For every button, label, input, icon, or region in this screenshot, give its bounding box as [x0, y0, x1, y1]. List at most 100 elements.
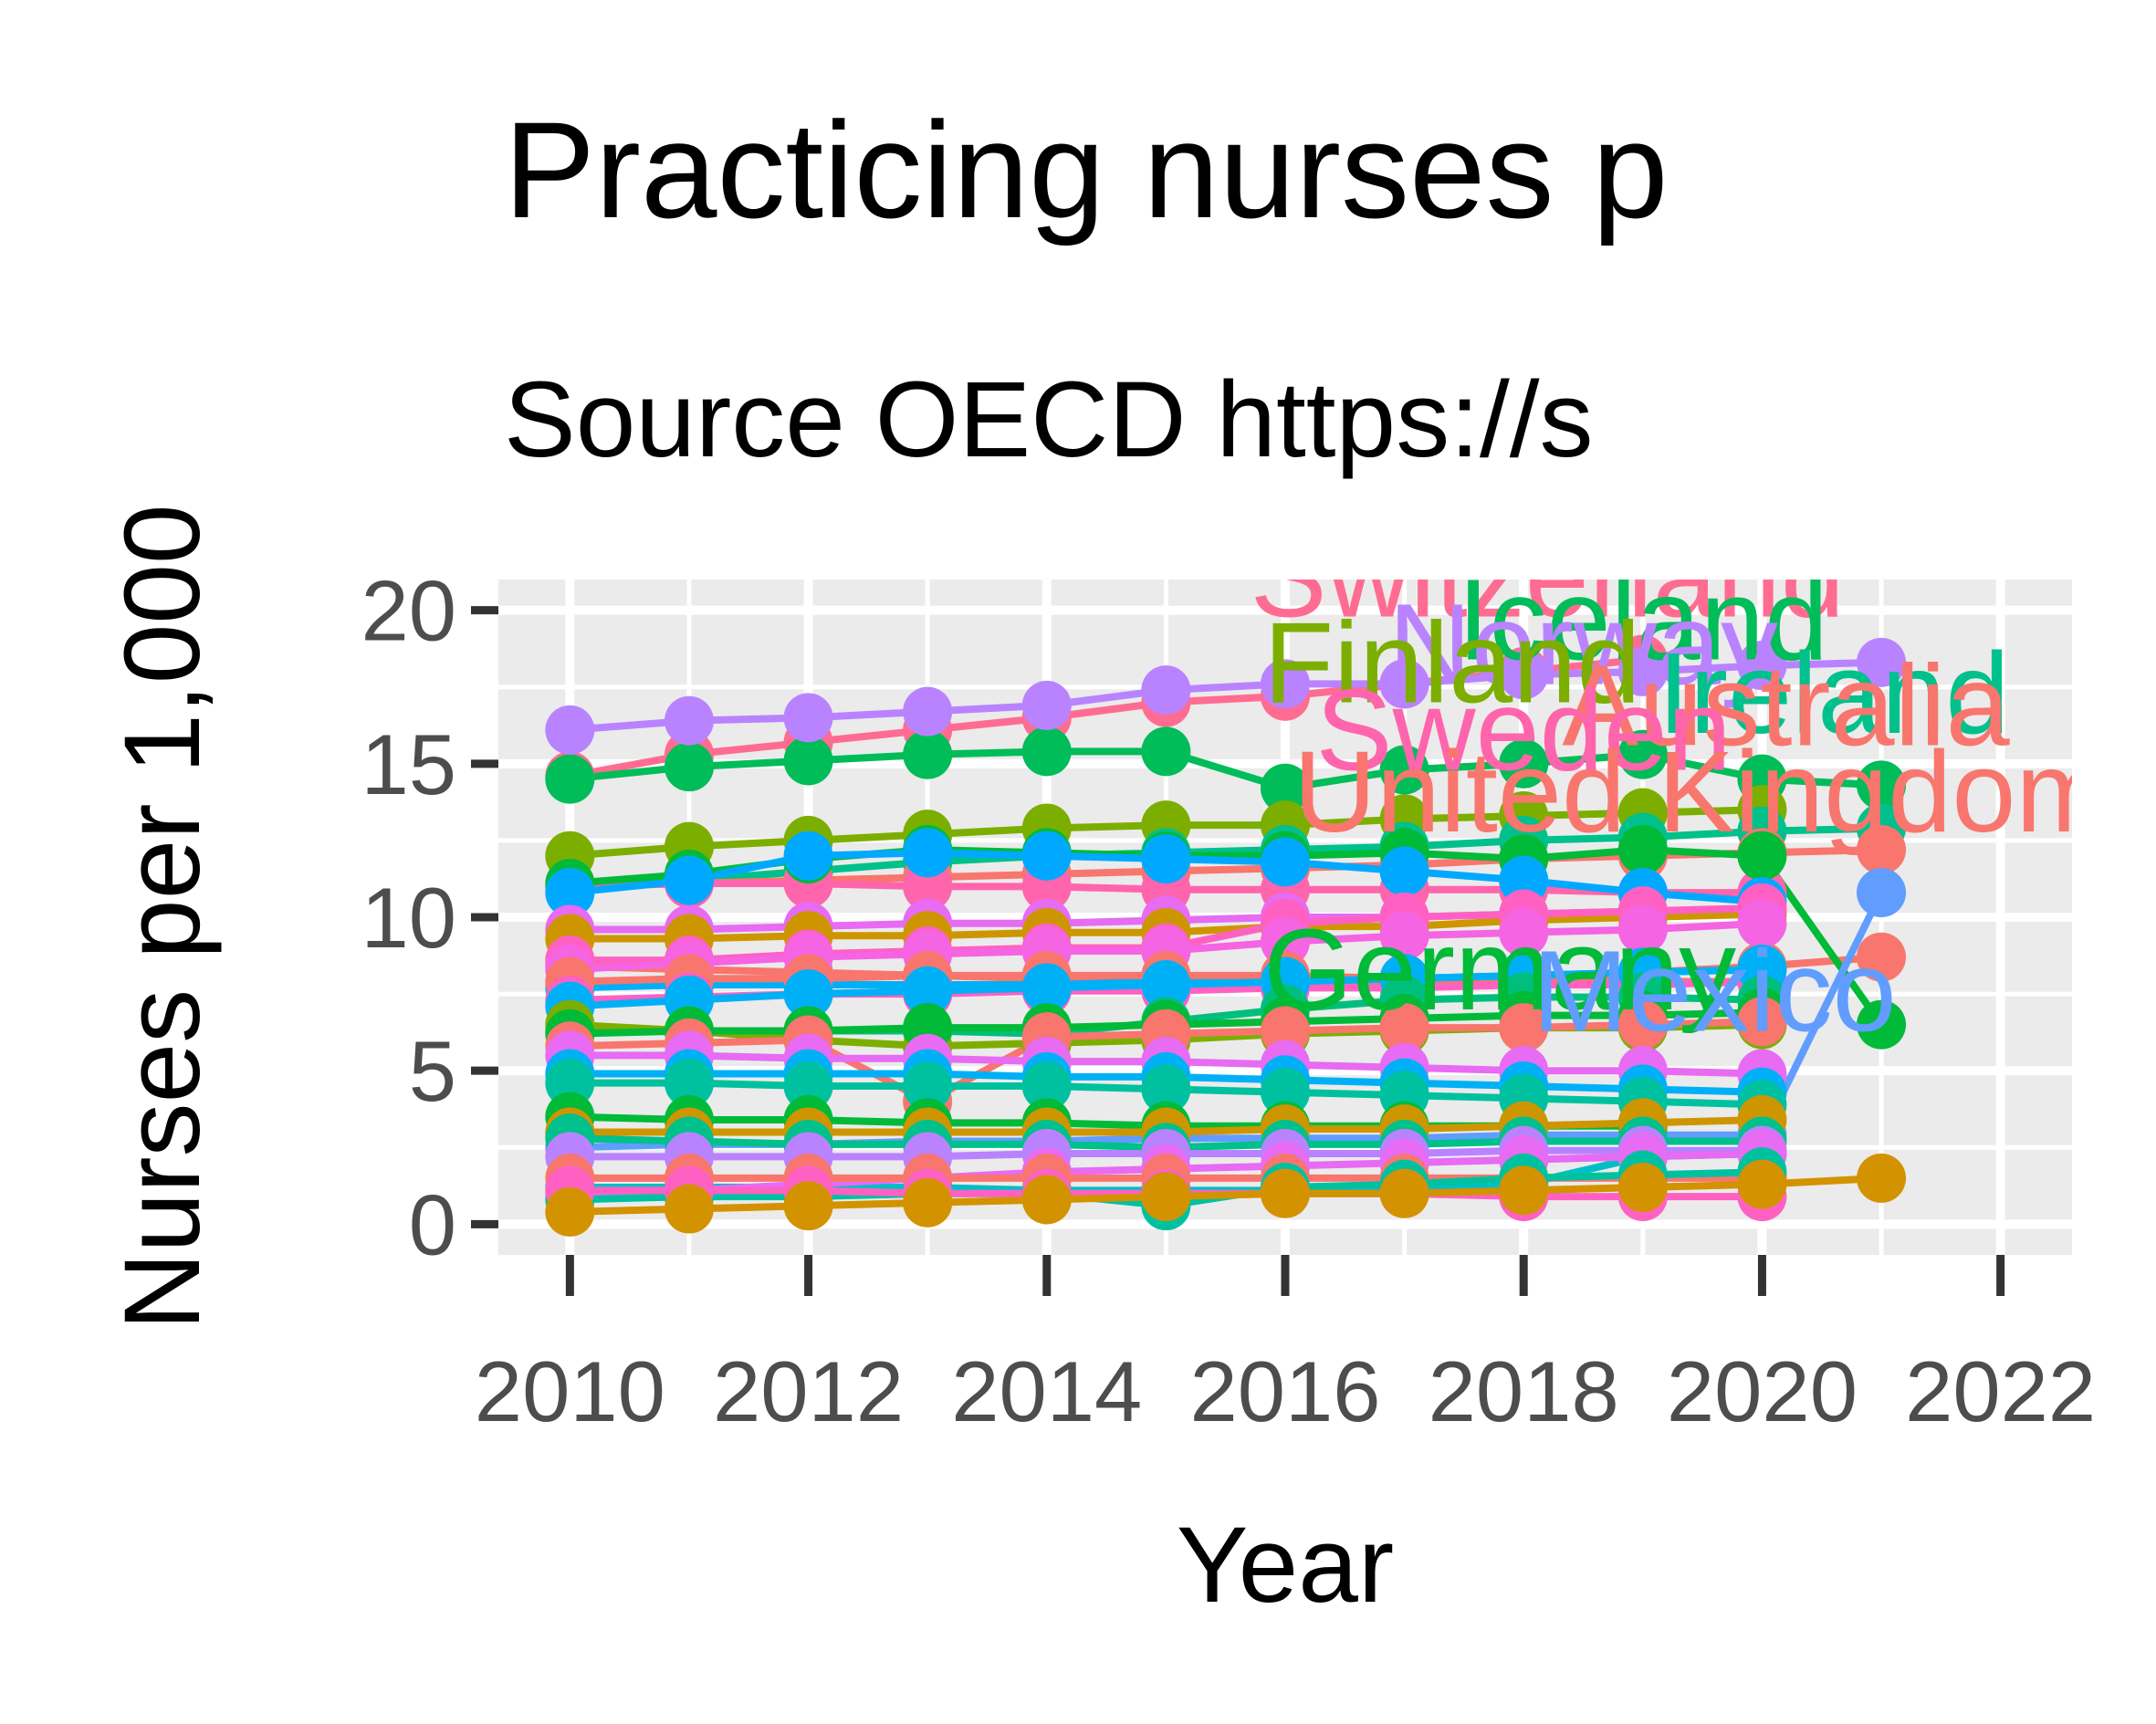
- data-point: [1499, 855, 1549, 905]
- data-point: [1261, 1168, 1310, 1218]
- data-point: [1141, 1064, 1191, 1114]
- data-point: [903, 862, 953, 912]
- x-axis: 2010 2012 2014 2016 2018 2020 2022: [475, 1255, 2096, 1439]
- data-point: [903, 1061, 953, 1111]
- data-point: [664, 1184, 714, 1234]
- y-tick-label: 0: [409, 1176, 456, 1272]
- data-point: [903, 1177, 953, 1228]
- chart-title: Practicing nurses p: [504, 93, 1669, 246]
- data-point: [1499, 650, 1549, 700]
- data-point: [664, 1058, 714, 1108]
- data-point: [783, 1061, 833, 1111]
- data-point: [1617, 1163, 1668, 1212]
- series-name-label: Finland: [1263, 599, 1640, 727]
- series-name-label: Iceland: [1458, 555, 1828, 684]
- data-point: [1379, 1003, 1429, 1053]
- data-point: [1379, 659, 1429, 709]
- data-point: [664, 855, 714, 905]
- data-point: [1857, 868, 1907, 918]
- data-point: [1021, 1061, 1072, 1111]
- data-point: [783, 1181, 833, 1231]
- series-name-label: Australia: [1562, 642, 2010, 770]
- data-point: [1261, 659, 1310, 709]
- series-name-label: Ireland: [1658, 629, 2009, 758]
- data-point: [783, 736, 833, 786]
- x-tick-label: 2014: [951, 1343, 1142, 1439]
- data-point: [1617, 646, 1668, 696]
- data-point: [1617, 999, 1668, 1050]
- data-point: [1261, 763, 1310, 813]
- data-point: [783, 969, 833, 1019]
- data-point: [1021, 726, 1072, 777]
- data-point: [545, 1186, 595, 1237]
- data-point: [903, 729, 953, 779]
- series-name-label: Mexico: [1533, 926, 1897, 1055]
- data-point: [1857, 999, 1907, 1050]
- series-name-label: Germany: [1263, 905, 1736, 1034]
- data-point: [1379, 1168, 1429, 1218]
- data-point: [545, 705, 595, 755]
- data-point: [1857, 825, 1907, 874]
- data-point: [1379, 745, 1429, 795]
- data-point: [903, 828, 953, 878]
- data-point: [545, 754, 595, 804]
- data-point: [545, 1058, 595, 1108]
- y-axis: 0 5 10 15 20: [361, 563, 498, 1272]
- data-point: [664, 742, 714, 792]
- data-point: [1617, 825, 1668, 874]
- data-point: [1857, 637, 1907, 687]
- x-tick-label: 2016: [1189, 1343, 1380, 1439]
- data-point: [1141, 1172, 1191, 1222]
- data-point: [1379, 911, 1429, 961]
- data-point: [1737, 898, 1787, 948]
- data-point: [783, 831, 833, 881]
- data-point: [1379, 846, 1429, 896]
- x-axis-title: Year: [1177, 1505, 1394, 1625]
- data-point: [1499, 907, 1549, 957]
- series-name-label: Norway: [1388, 580, 1778, 708]
- data-point: [1617, 729, 1668, 779]
- data-point: [1499, 1003, 1549, 1053]
- data-point: [1261, 1006, 1310, 1056]
- data-point: [1737, 997, 1787, 1047]
- data-point: [1857, 932, 1907, 982]
- data-point: [1141, 960, 1191, 1009]
- data-point: [1737, 641, 1787, 691]
- data-point: [1857, 760, 1907, 810]
- data-point: [1261, 837, 1310, 887]
- data-point: [1261, 916, 1310, 966]
- y-tick-label: 15: [361, 716, 456, 812]
- data-point: [1737, 831, 1787, 881]
- chart-subtitle: Source OECD https://s: [504, 360, 1594, 480]
- data-point: [903, 966, 953, 1016]
- data-point: [1499, 738, 1549, 789]
- data-point: [1499, 1165, 1549, 1216]
- data-point: [783, 693, 833, 743]
- y-tick-label: 10: [361, 870, 456, 966]
- y-tick-label: 5: [409, 1023, 456, 1119]
- data-point: [1141, 665, 1191, 716]
- data-point: [664, 695, 714, 746]
- data-point: [1021, 1175, 1072, 1225]
- x-tick-label: 2022: [1905, 1343, 2096, 1439]
- series-name-label: Sweden: [1316, 666, 1732, 795]
- data-point: [903, 686, 953, 737]
- data-point: [545, 868, 595, 918]
- data-point: [1141, 726, 1191, 777]
- x-tick-label: 2020: [1667, 1343, 1858, 1439]
- data-point: [1617, 904, 1668, 955]
- x-tick-label: 2010: [475, 1343, 665, 1439]
- data-point: [1021, 680, 1072, 730]
- x-tick-label: 2018: [1429, 1343, 1619, 1439]
- data-point: [1141, 834, 1191, 884]
- data-point: [1021, 963, 1072, 1013]
- y-axis-title: Nurses per 1,000: [102, 504, 223, 1330]
- data-point: [1021, 831, 1072, 881]
- data-point: [1857, 1153, 1907, 1203]
- data-point: [1737, 1159, 1787, 1209]
- series-points: [545, 634, 1907, 1237]
- data-point: [1261, 1067, 1310, 1117]
